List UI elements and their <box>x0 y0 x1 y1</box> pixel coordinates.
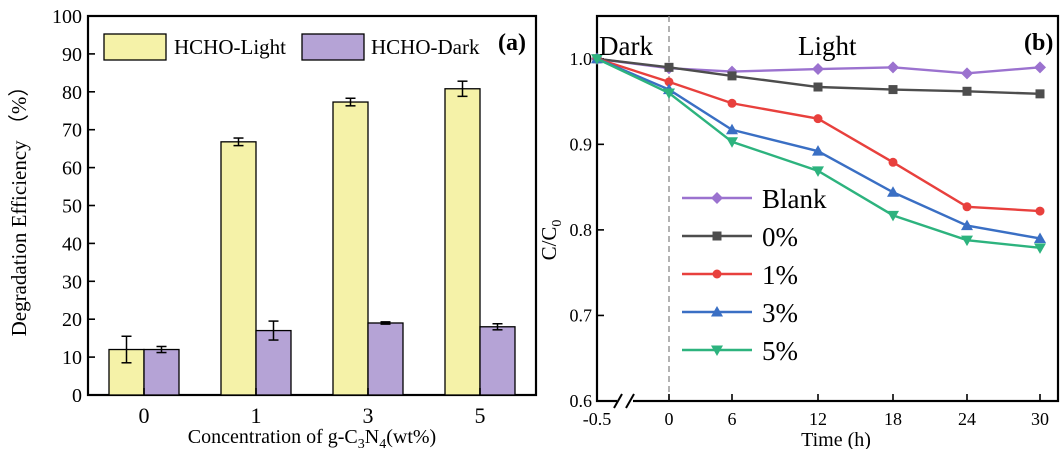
data-point-blank <box>1034 61 1046 74</box>
data-point-1pct <box>888 157 898 167</box>
panel-b-ytick-label: 0.7 <box>570 305 593 325</box>
panel-b-frame <box>595 14 1060 403</box>
panel-a-ytick-label: 100 <box>52 6 82 28</box>
data-point-1pct <box>1035 206 1045 216</box>
panel-a-ytick-label: 90 <box>62 44 82 66</box>
panel-a-legend: HCHO-Light HCHO-Dark <box>103 33 480 61</box>
data-point-0pct <box>813 82 823 92</box>
panel-a-ytick-label: 50 <box>62 196 82 218</box>
panel-a-xtick-label: 3 <box>363 403 374 428</box>
panel-a-x-axis-label: Concentration of g-C3N4(wt%) <box>188 426 436 449</box>
data-point-5pct <box>663 88 675 99</box>
data-point-5pct <box>812 166 824 177</box>
data-point-5pct <box>887 210 899 222</box>
data-point-3pct <box>812 145 824 156</box>
panel-label-b: (b) <box>1024 30 1053 56</box>
data-point-5pct <box>726 137 738 148</box>
data-point-0pct <box>962 86 972 96</box>
bar-hcho-dark-3 <box>367 322 404 396</box>
data-point-0pct <box>888 85 898 95</box>
data-point-3pct <box>726 123 738 135</box>
panel-a-ytick-label: 20 <box>62 309 82 331</box>
data-point-blank <box>887 61 899 74</box>
annotation-light: Light <box>798 31 857 61</box>
data-point-0pct <box>664 62 674 72</box>
legend-swatch-light <box>103 33 167 61</box>
legend-label-1pct: 1% <box>762 260 798 290</box>
data-point-3pct <box>887 186 899 197</box>
panel-b-xtick-label: -0.5 <box>583 409 612 429</box>
panel-b-ytick-label: 0.6 <box>570 391 593 411</box>
panel-a-xtick-label: 0 <box>139 403 150 428</box>
panel-b-xtick-label: 6 <box>728 409 737 429</box>
bar-hcho-dark-0 <box>143 348 180 396</box>
axis-break-mark-2 <box>625 393 635 409</box>
data-point-0pct <box>727 71 737 81</box>
axis-break-mark-1 <box>613 393 623 409</box>
legend-marker-blank <box>711 192 723 204</box>
panel-a-xtick-label: 1 <box>251 403 262 428</box>
data-point-blank <box>812 63 824 76</box>
legend-label-light: HCHO-Light <box>174 35 286 59</box>
panel-a-ytick-label: 0 <box>72 385 82 407</box>
bar-hcho-light-1 <box>220 141 257 396</box>
panel-a-ytick-label: 10 <box>62 347 82 369</box>
bar-hcho-light-5 <box>444 88 481 396</box>
panel-b-xtick-label: 18 <box>884 409 902 429</box>
data-point-blank <box>961 67 973 80</box>
panel-b-xtick-label: 0 <box>665 409 674 429</box>
legend-swatch-dark <box>301 33 365 61</box>
data-point-3pct <box>961 219 973 231</box>
panel-a-ytick-label: 40 <box>62 233 82 255</box>
legend-label-blank: Blank <box>762 184 827 214</box>
legend-marker-5pct <box>711 345 723 356</box>
legend-label-5pct: 5% <box>762 336 798 366</box>
data-point-1pct <box>962 202 972 212</box>
legend-marker-0pct <box>712 231 722 241</box>
legend-label-0pct: 0% <box>762 222 798 252</box>
legend-marker-1pct <box>712 269 722 279</box>
panel-b-xtick-label: 24 <box>958 409 976 429</box>
data-point-5pct <box>961 235 973 247</box>
panel-a-ytick-label: 80 <box>62 82 82 104</box>
panel-a-ytick-label: 30 <box>62 271 82 293</box>
data-point-1pct <box>664 77 674 87</box>
panel-label-a: (a) <box>498 30 526 56</box>
data-point-1pct <box>813 114 823 124</box>
panel-a-y-axis-label: Degradation Efficiency （%） <box>7 76 31 337</box>
panel-b-ytick-label: 0.9 <box>570 134 593 154</box>
panel-b-xtick-label: 12 <box>809 409 827 429</box>
panel-b-line-chart: 0.6 0.7 0.8 0.9 1.0 -0.5 0 6 12 18 24 30 Dark Ligh… <box>537 14 1060 449</box>
bar-hcho-dark-1 <box>255 329 292 396</box>
panel-b-ytick-label: 0.8 <box>570 220 593 240</box>
panel-b-legend: Blank 0% 1% 3% 5% <box>682 184 827 366</box>
bar-hcho-light-3 <box>332 101 369 396</box>
panel-b-y-axis-label: C/C0 <box>537 220 565 261</box>
data-point-5pct <box>591 54 603 65</box>
panel-b-x-axis-label: Time (h) <box>801 429 871 449</box>
bar-hcho-dark-5 <box>479 326 516 396</box>
data-point-5pct <box>1034 243 1046 254</box>
legend-marker-3pct <box>711 306 723 317</box>
panel-b-xtick-label: 30 <box>1031 409 1049 429</box>
data-point-0pct <box>1035 89 1045 99</box>
legend-label-dark: HCHO-Dark <box>371 35 480 59</box>
panel-a-ytick-label: 70 <box>62 120 82 142</box>
panel-a-ytick-label: 60 <box>62 158 82 180</box>
data-point-1pct <box>727 98 737 108</box>
data-point-3pct <box>1034 232 1046 243</box>
annotation-dark: Dark <box>599 31 653 61</box>
panel-b-ytick-label: 1.0 <box>570 49 593 69</box>
panel-a-xtick-label: 5 <box>475 403 486 428</box>
legend-label-3pct: 3% <box>762 298 798 328</box>
panel-a-bar-chart: 0 10 20 30 40 50 60 70 80 90 100 0 1 3 5 HCHO-Light H… <box>7 6 538 449</box>
